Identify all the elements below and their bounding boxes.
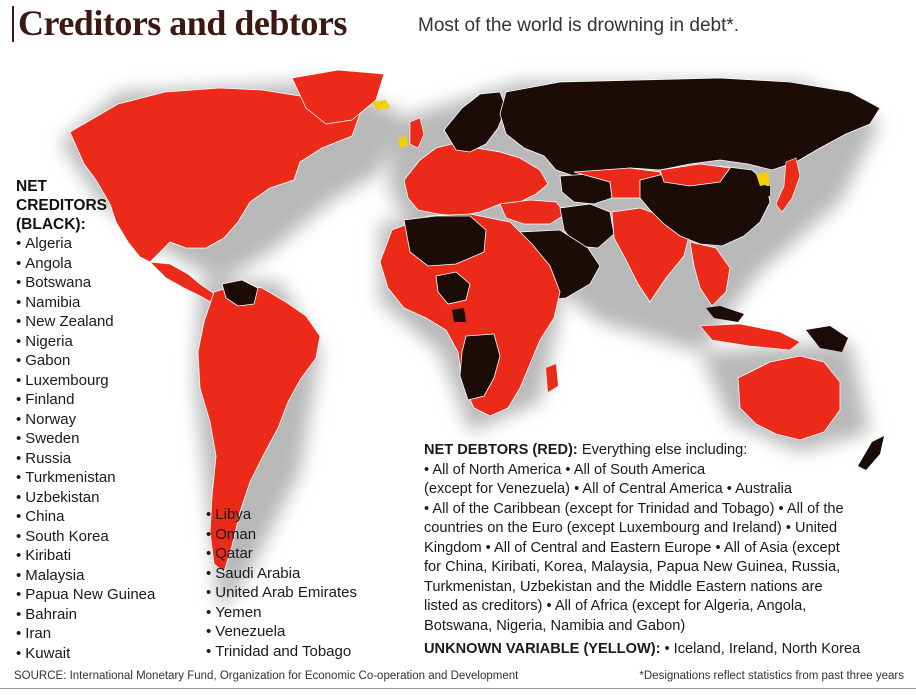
creditor-item: Bahrain xyxy=(16,605,155,625)
creditor-item: Malaysia xyxy=(16,566,155,586)
region-south-korea xyxy=(760,186,770,196)
creditor-item: China xyxy=(16,507,155,527)
creditor-item: Finland xyxy=(16,390,155,410)
debtors-legend: NET DEBTORS (RED): Everything else inclu… xyxy=(424,441,908,636)
region-africa xyxy=(379,213,561,417)
world-map xyxy=(0,52,916,672)
creditor-item: Venezuela xyxy=(206,622,357,642)
debtors-line-8: listed as creditors) • All of Africa (ex… xyxy=(424,598,807,614)
debtors-line-7: Turkmenistan, Uzbekistan and the Middle … xyxy=(424,578,823,595)
page-subtitle: Most of the world is drowning in debt*. xyxy=(418,15,740,36)
debtors-line-0: NET DEBTORS (RED): Everything else inclu… xyxy=(424,441,908,461)
creditors-list-column-2: LibyaOmanQatarSaudi ArabiaUnited Arab Em… xyxy=(206,505,357,661)
creditor-item: Qatar xyxy=(206,544,357,564)
region-greenland xyxy=(291,69,385,125)
debtors-line-5: Kingdom • All of Central and Eastern Eur… xyxy=(424,539,840,556)
creditors-heading-line2: CREDITORS xyxy=(16,197,108,214)
creditor-item: Botswana xyxy=(16,273,155,293)
creditor-item: Turkmenistan xyxy=(16,468,155,488)
region-uk xyxy=(409,117,425,149)
region-europe xyxy=(403,143,549,217)
creditor-item: Papua New Guinea xyxy=(16,585,155,605)
creditor-item: Libya xyxy=(206,505,357,525)
title-rule xyxy=(12,6,14,42)
creditor-item: New Zealand xyxy=(16,312,155,332)
region-gabon xyxy=(452,308,466,322)
footnote: *Designations reflect statistics from pa… xyxy=(639,670,904,682)
creditor-item: United Arab Emirates xyxy=(206,583,357,603)
unknown-text: • Iceland, Ireland, North Korea xyxy=(660,641,861,657)
debtors-line-2: (except for Venezuela) • All of Central … xyxy=(424,481,792,497)
debtors-line-3: • All of the Caribbean (except for Trini… xyxy=(424,500,844,517)
region-malaysia xyxy=(706,306,744,322)
region-venezuela xyxy=(221,279,259,307)
creditor-item: Russia xyxy=(16,449,155,469)
region-china xyxy=(639,165,771,247)
creditors-legend: NET CREDITORS (BLACK): AlgeriaAngolaBots… xyxy=(16,177,155,663)
creditor-item: Iran xyxy=(16,624,155,644)
creditor-item: Algeria xyxy=(16,234,155,254)
creditor-item: Trinidad and Tobago xyxy=(206,642,357,662)
creditor-item: Nigeria xyxy=(16,332,155,352)
creditor-item: Angola xyxy=(16,254,155,274)
unknown-legend: UNKNOWN VARIABLE (YELLOW): • Iceland, Ir… xyxy=(424,641,860,657)
region-ireland xyxy=(398,136,408,148)
region-australia xyxy=(737,355,841,441)
debtors-line-9: Botswana, Nigeria, Namibia and Gabon) xyxy=(424,617,686,634)
creditor-item: Namibia xyxy=(16,293,155,313)
page-title: Creditors and debtors xyxy=(18,3,347,43)
region-madagascar xyxy=(546,364,558,392)
creditor-item: Yemen xyxy=(206,603,357,623)
creditor-item: Oman xyxy=(206,525,357,545)
region-iran xyxy=(559,203,615,249)
creditor-item: Kuwait xyxy=(16,644,155,664)
world-map-svg xyxy=(60,69,884,612)
creditor-item: Kiribati xyxy=(16,546,155,566)
region-north-america xyxy=(69,87,361,263)
creditor-item: Sweden xyxy=(16,429,155,449)
region-papua-new-guinea xyxy=(806,326,848,352)
creditor-item: Norway xyxy=(16,410,155,430)
region-south-america xyxy=(197,283,321,573)
region-russia xyxy=(499,77,881,177)
creditors-heading-line3: (BLACK): xyxy=(16,216,86,233)
debtors-line-6: for China, Kiribati, Korea, Malaysia, Pa… xyxy=(424,559,841,575)
creditor-item: Gabon xyxy=(16,351,155,371)
region-southeast-asia xyxy=(689,241,731,307)
region-mongolia xyxy=(659,163,731,187)
region-north-korea xyxy=(756,172,770,186)
region-iceland xyxy=(372,100,390,110)
creditors-heading-line1: NET xyxy=(16,178,47,195)
bottom-rule xyxy=(0,688,916,689)
region-japan xyxy=(775,157,801,213)
debtors-line-1: • All of North America • All of South Am… xyxy=(424,461,706,478)
debtors-intro: Everything else including: xyxy=(581,442,748,458)
debtors-heading: NET DEBTORS (RED): xyxy=(424,442,578,458)
region-algeria-libya xyxy=(403,215,487,267)
region-angola-namibia-botswana xyxy=(459,333,501,401)
creditor-item: Luxembourg xyxy=(16,371,155,391)
region-new-zealand xyxy=(858,436,884,470)
creditors-legend-column-2: LibyaOmanQatarSaudi ArabiaUnited Arab Em… xyxy=(206,505,357,661)
region-indonesia xyxy=(699,323,801,351)
creditor-item: Saudi Arabia xyxy=(206,564,357,584)
creditors-list-column-1: AlgeriaAngolaBotswanaNamibiaNew ZealandN… xyxy=(16,234,155,663)
region-turkey-caucasus xyxy=(499,199,567,225)
creditor-item: Uzbekistan xyxy=(16,488,155,508)
unknown-heading: UNKNOWN VARIABLE (YELLOW): xyxy=(424,641,661,657)
region-nigeria xyxy=(435,271,471,305)
source-note: SOURCE: International Monetary Fund, Org… xyxy=(14,670,519,682)
creditor-item: South Korea xyxy=(16,527,155,547)
debtors-line-4: countries on the Euro (except Luxembourg… xyxy=(424,520,838,536)
